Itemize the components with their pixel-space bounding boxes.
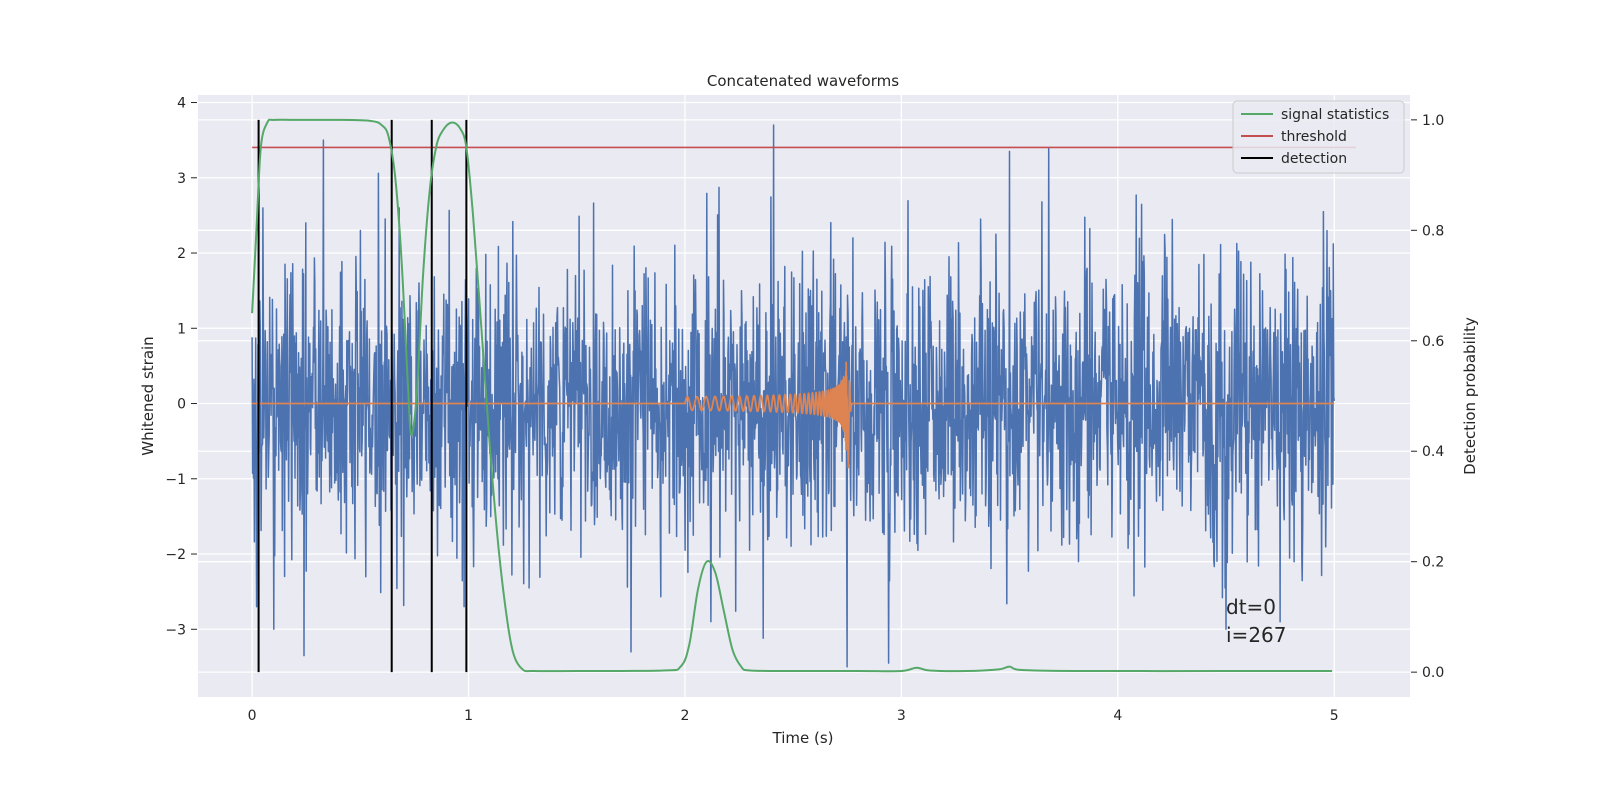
legend-label: threshold [1281, 129, 1347, 145]
chirp-waveform-line [252, 361, 1335, 469]
series-layer [251, 118, 1356, 673]
y2-tick-label: 0.6 [1422, 334, 1444, 350]
signal-statistics-line [251, 118, 1333, 673]
y2-tick-label: 0.8 [1422, 223, 1444, 239]
annotation-block: dt=0 i=267 [1226, 595, 1287, 647]
y-tick-label: −1 [165, 472, 186, 488]
chart-title: Concatenated waveforms [707, 72, 899, 90]
legend-label: signal statistics [1281, 107, 1389, 123]
y2-tick-label: 0.2 [1422, 555, 1444, 571]
y-tick-label: 4 [177, 96, 186, 112]
legend-label: detection [1281, 151, 1347, 167]
y-tick-label: −2 [165, 547, 186, 563]
y-tick-label: 0 [177, 397, 186, 413]
x-tick-label: 1 [464, 708, 473, 724]
y-axis-title: Whitened strain [139, 336, 157, 455]
annotation-dt: dt=0 [1226, 595, 1276, 619]
x-axis-title: Time (s) [772, 729, 834, 747]
x-tick-label: 5 [1330, 708, 1339, 724]
x-tick-label: 4 [1113, 708, 1122, 724]
y-tick-label: −3 [165, 622, 186, 638]
y-tick-label: 3 [177, 171, 186, 187]
annotation-index: i=267 [1226, 623, 1287, 647]
legend: signal statistics threshold detection [1232, 100, 1405, 174]
y2-tick-label: 0.0 [1422, 665, 1444, 681]
y2-tick-label: 0.4 [1422, 444, 1444, 460]
x-tick-label: 3 [897, 708, 906, 724]
y-tick-label: 2 [177, 246, 186, 262]
legend-box [1232, 100, 1405, 174]
y2-axis-title: Detection probability [1461, 317, 1479, 475]
axes-layer: 0 1 2 3 4 5 4 3 2 1 0 −1 −2 −3 1.0 0.8 0.6 0.4 0.2 0.0 [165, 96, 1444, 724]
y-tick-label: 1 [177, 321, 186, 337]
x-tick-label: 0 [248, 708, 257, 724]
y2-tick-label: 1.0 [1422, 113, 1444, 129]
x-tick-label: 2 [681, 708, 690, 724]
